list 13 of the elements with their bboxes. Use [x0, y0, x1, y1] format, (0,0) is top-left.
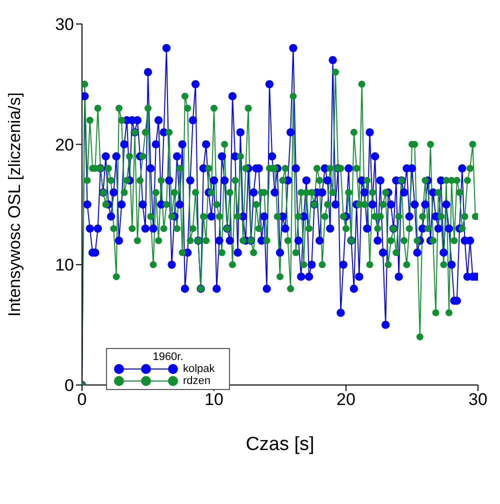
y-tick-label: 20 [55, 135, 74, 154]
x-tick-label: 0 [77, 390, 87, 410]
legend-title: 1960r. [152, 351, 184, 363]
x-tick-label: 10 [204, 390, 224, 410]
y-tick-label: 10 [55, 256, 74, 275]
x-tick-label: 20 [336, 390, 356, 410]
x-tick-label: 30 [468, 390, 488, 410]
legend-label: kolpak [183, 363, 215, 375]
y-tick-label: 30 [55, 15, 74, 34]
x-axis-title: Czas [s] [246, 434, 314, 455]
y-axis-title: Intensywosc OSL [zliczenia/s] [5, 92, 24, 317]
y-tick-label: 0 [64, 376, 74, 396]
legend-label: rdzen [183, 375, 211, 387]
